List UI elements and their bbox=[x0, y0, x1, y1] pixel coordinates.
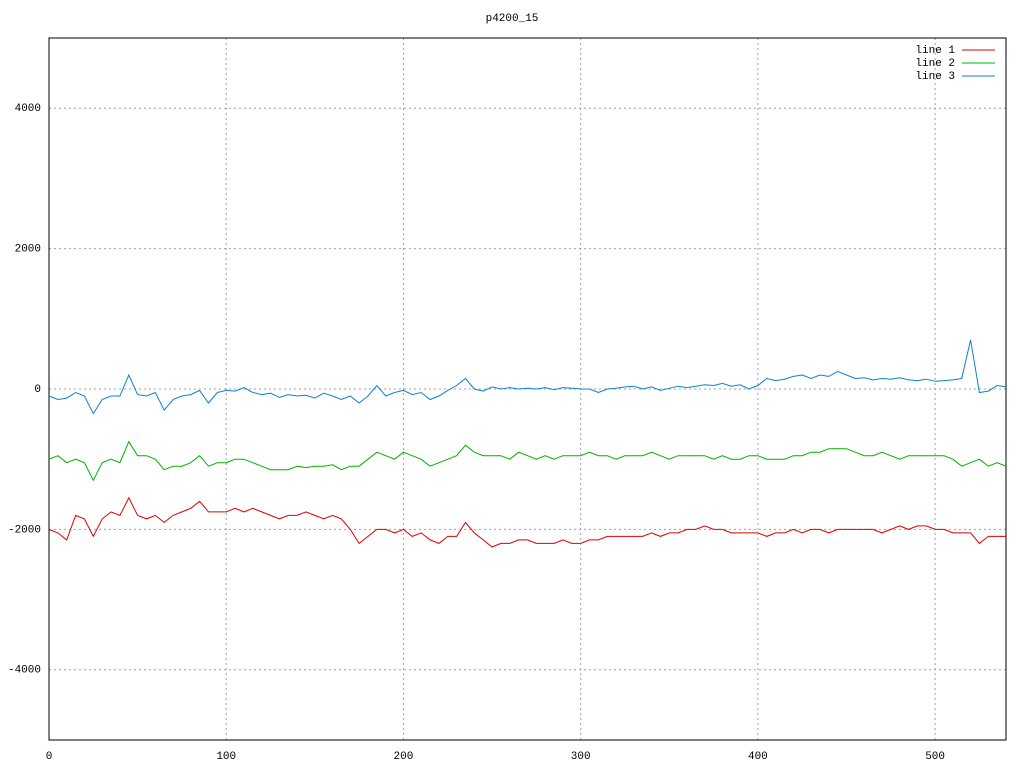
data-line bbox=[48, 440, 1007, 482]
x-tick-label: 300 bbox=[571, 751, 591, 763]
legend-label: line 3 bbox=[915, 71, 955, 83]
y-tick-label: 2000 bbox=[15, 244, 41, 256]
data-line bbox=[48, 496, 1006, 548]
x-tick-label: 0 bbox=[46, 751, 53, 763]
chart-title: p4200_15 bbox=[486, 13, 539, 25]
y-tick-label: 0 bbox=[34, 384, 41, 396]
y-tick-label: -2000 bbox=[8, 524, 41, 536]
plot-border bbox=[48, 37, 1007, 741]
data-line bbox=[48, 339, 1007, 415]
x-tick-label: 500 bbox=[925, 751, 945, 763]
legend-label: line 1 bbox=[915, 45, 955, 57]
x-tick-label: 200 bbox=[394, 751, 414, 763]
legend-label: line 2 bbox=[915, 58, 955, 70]
x-tick-label: 100 bbox=[216, 751, 236, 763]
x-tick-label: 400 bbox=[748, 751, 768, 763]
y-tick-label: -4000 bbox=[8, 665, 41, 677]
y-tick-label: 4000 bbox=[15, 103, 41, 115]
